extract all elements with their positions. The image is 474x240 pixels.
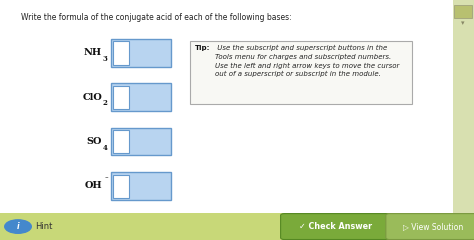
Circle shape <box>5 220 31 233</box>
Bar <box>453 0 474 213</box>
Text: OH: OH <box>84 181 102 191</box>
FancyBboxPatch shape <box>386 214 474 240</box>
Bar <box>190 41 412 104</box>
Bar <box>111 128 171 156</box>
Bar <box>113 175 129 198</box>
Text: ⁻: ⁻ <box>112 87 116 93</box>
Text: NH: NH <box>84 48 102 57</box>
Text: ⁻: ⁻ <box>104 176 108 182</box>
Bar <box>0 213 474 240</box>
Bar <box>111 39 171 66</box>
Bar <box>0 0 453 213</box>
Text: i: i <box>17 222 19 231</box>
Bar <box>113 130 129 154</box>
Text: 2⁻: 2⁻ <box>112 132 121 138</box>
Text: ✓ Check Answer: ✓ Check Answer <box>299 222 372 231</box>
Bar <box>113 86 129 109</box>
Bar <box>113 41 129 65</box>
Text: 3: 3 <box>102 55 107 63</box>
Text: ▾: ▾ <box>461 20 465 26</box>
Text: Use the subscript and superscript buttons in the
Tools menu for charges and subs: Use the subscript and superscript button… <box>215 45 399 77</box>
FancyBboxPatch shape <box>281 214 390 240</box>
Text: ▷ View Solution: ▷ View Solution <box>403 222 464 231</box>
Bar <box>111 172 171 200</box>
Text: ClO: ClO <box>82 93 102 102</box>
Text: SO: SO <box>87 137 102 146</box>
Text: 2: 2 <box>102 99 107 107</box>
Text: Write the formula of the conjugate acid of each of the following bases:: Write the formula of the conjugate acid … <box>21 13 292 22</box>
Bar <box>111 84 171 111</box>
Text: Hint: Hint <box>36 222 53 231</box>
Text: 4: 4 <box>102 144 107 152</box>
Text: Tip:: Tip: <box>195 45 210 51</box>
Bar <box>454 5 472 18</box>
